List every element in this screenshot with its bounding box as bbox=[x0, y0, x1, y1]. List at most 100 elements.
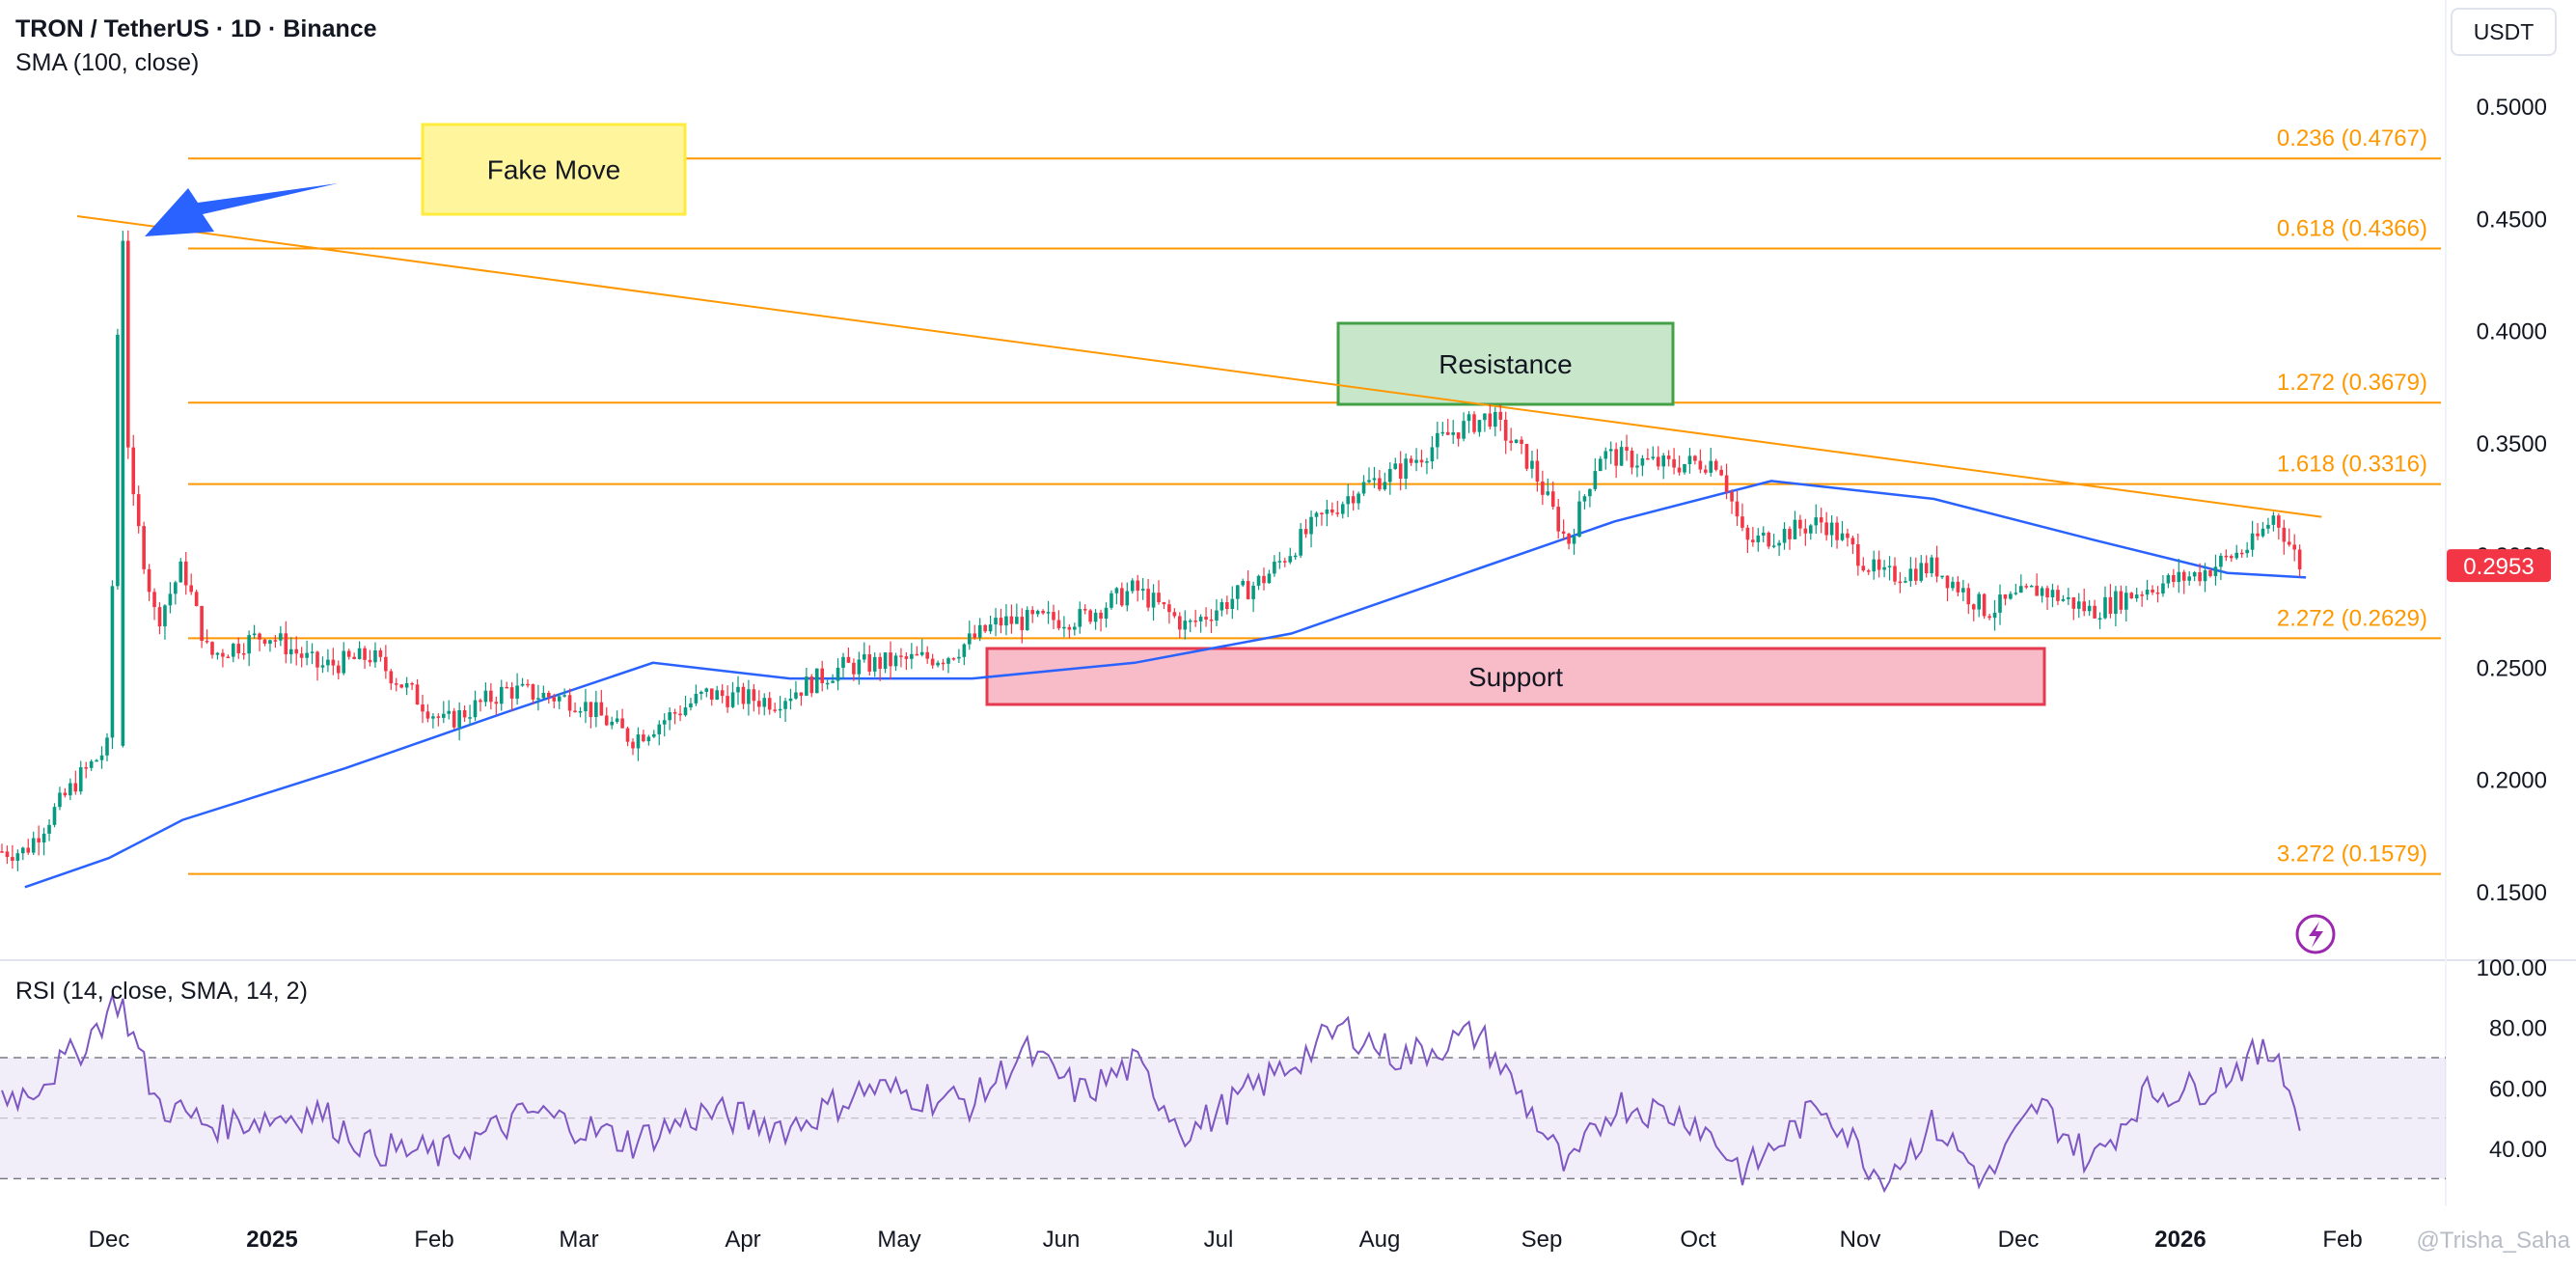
candle-body[interactable] bbox=[2103, 596, 2107, 619]
candle-body[interactable] bbox=[326, 659, 330, 666]
candle-body[interactable] bbox=[1178, 616, 1182, 630]
sma-100-line[interactable] bbox=[24, 480, 2307, 889]
candle-body[interactable] bbox=[1215, 610, 1219, 621]
candle-body[interactable] bbox=[1357, 493, 1360, 504]
candle-body[interactable] bbox=[499, 686, 504, 704]
candle-body[interactable] bbox=[1514, 439, 1519, 444]
candle-body[interactable] bbox=[5, 851, 10, 858]
candle-body[interactable] bbox=[936, 662, 940, 666]
candle-body[interactable] bbox=[1330, 509, 1334, 513]
candle-body[interactable] bbox=[709, 688, 714, 700]
candle-body[interactable] bbox=[1498, 411, 1503, 420]
candle-body[interactable] bbox=[1088, 610, 1092, 622]
candle-body[interactable] bbox=[415, 684, 420, 705]
candle-body[interactable] bbox=[1619, 447, 1624, 466]
candle-body[interactable] bbox=[226, 656, 231, 659]
rsi-indicator-label[interactable]: RSI (14, close, SMA, 14, 2) bbox=[15, 978, 308, 1005]
candle-body[interactable] bbox=[836, 667, 840, 681]
candle-body[interactable] bbox=[1846, 533, 1850, 538]
candle-body[interactable] bbox=[1030, 610, 1034, 615]
candle-body[interactable] bbox=[1367, 480, 1371, 483]
candle-body[interactable] bbox=[1730, 491, 1734, 502]
candle-body[interactable] bbox=[2134, 594, 2139, 598]
candle-body[interactable] bbox=[357, 648, 362, 659]
candle-body[interactable] bbox=[541, 692, 546, 699]
candle-body[interactable] bbox=[2145, 590, 2150, 595]
candle-body[interactable] bbox=[1809, 525, 1813, 534]
candle-body[interactable] bbox=[2093, 605, 2096, 619]
candle-body[interactable] bbox=[2213, 566, 2218, 576]
candle-body[interactable] bbox=[1314, 512, 1319, 517]
candle-body[interactable] bbox=[1073, 626, 1077, 630]
candle-body[interactable] bbox=[41, 833, 46, 842]
candle-body[interactable] bbox=[1693, 455, 1697, 461]
candle-body[interactable] bbox=[1404, 458, 1408, 479]
candle-body[interactable] bbox=[1588, 488, 1592, 497]
candle-body[interactable] bbox=[389, 671, 394, 684]
candle-body[interactable] bbox=[1099, 612, 1103, 620]
candle-body[interactable] bbox=[1866, 570, 1871, 572]
candle-body[interactable] bbox=[1819, 517, 1823, 523]
candle-body[interactable] bbox=[1483, 413, 1487, 421]
candle-body[interactable] bbox=[526, 683, 530, 686]
candle-body[interactable] bbox=[247, 635, 251, 654]
candle-body[interactable] bbox=[752, 689, 756, 702]
candle-body[interactable] bbox=[678, 713, 682, 716]
candle-body[interactable] bbox=[1456, 432, 1461, 439]
candle-body[interactable] bbox=[1656, 456, 1660, 467]
candle-body[interactable] bbox=[1136, 580, 1139, 592]
candle-body[interactable] bbox=[1009, 616, 1014, 624]
candle-body[interactable] bbox=[310, 651, 315, 653]
candle-body[interactable] bbox=[2256, 533, 2260, 537]
candle-body[interactable] bbox=[2261, 528, 2265, 537]
candle-body[interactable] bbox=[1494, 411, 1497, 428]
candle-body[interactable] bbox=[1877, 559, 1881, 570]
sma-indicator-label[interactable]: SMA (100, close) bbox=[15, 49, 200, 76]
candle-body[interactable] bbox=[131, 447, 136, 495]
candle-body[interactable] bbox=[1661, 455, 1665, 467]
candle-body[interactable] bbox=[2250, 533, 2255, 550]
candle-body[interactable] bbox=[1509, 440, 1513, 444]
candle-body[interactable] bbox=[1982, 593, 1987, 617]
candle-body[interactable] bbox=[236, 644, 241, 653]
candle-body[interactable] bbox=[962, 644, 967, 657]
candle-body[interactable] bbox=[1767, 532, 1770, 547]
candle-body[interactable] bbox=[2061, 598, 2066, 601]
candle-body[interactable] bbox=[331, 659, 336, 666]
candle-body[interactable] bbox=[37, 838, 41, 842]
candle-body[interactable] bbox=[1140, 589, 1145, 592]
candle-body[interactable] bbox=[346, 650, 351, 657]
candle-body[interactable] bbox=[1188, 621, 1192, 622]
candle-body[interactable] bbox=[1372, 478, 1377, 481]
candle-body[interactable] bbox=[883, 652, 888, 669]
candle-body[interactable] bbox=[447, 710, 452, 714]
candle-body[interactable] bbox=[1593, 471, 1598, 489]
candle-body[interactable] bbox=[1704, 469, 1708, 473]
candle-body[interactable] bbox=[462, 709, 467, 718]
candle-body[interactable] bbox=[1709, 460, 1713, 473]
candle-body[interactable] bbox=[694, 694, 699, 703]
candle-body[interactable] bbox=[783, 701, 787, 709]
candle-body[interactable] bbox=[1550, 491, 1555, 508]
candle-body[interactable] bbox=[404, 682, 409, 688]
candle-body[interactable] bbox=[152, 592, 156, 608]
candle-body[interactable] bbox=[126, 240, 130, 448]
candle-body[interactable] bbox=[1745, 527, 1750, 540]
candle-body[interactable] bbox=[178, 561, 183, 583]
candle-body[interactable] bbox=[584, 702, 588, 711]
candle-body[interactable] bbox=[2014, 593, 2018, 594]
candle-body[interactable] bbox=[1798, 519, 1802, 529]
candle-body[interactable] bbox=[436, 716, 441, 718]
candle-body[interactable] bbox=[1393, 463, 1398, 469]
candle-body[interactable] bbox=[573, 710, 577, 712]
candle-body[interactable] bbox=[1971, 604, 1976, 610]
candle-body[interactable] bbox=[232, 644, 235, 657]
candle-body[interactable] bbox=[1340, 504, 1345, 514]
candle-body[interactable] bbox=[221, 652, 225, 657]
candle-body[interactable] bbox=[1062, 626, 1066, 629]
candle-body[interactable] bbox=[479, 700, 482, 703]
candle-body[interactable] bbox=[2177, 571, 2181, 583]
candle-body[interactable] bbox=[2292, 544, 2296, 550]
candle-body[interactable] bbox=[778, 708, 782, 711]
candle-body[interactable] bbox=[646, 736, 651, 742]
